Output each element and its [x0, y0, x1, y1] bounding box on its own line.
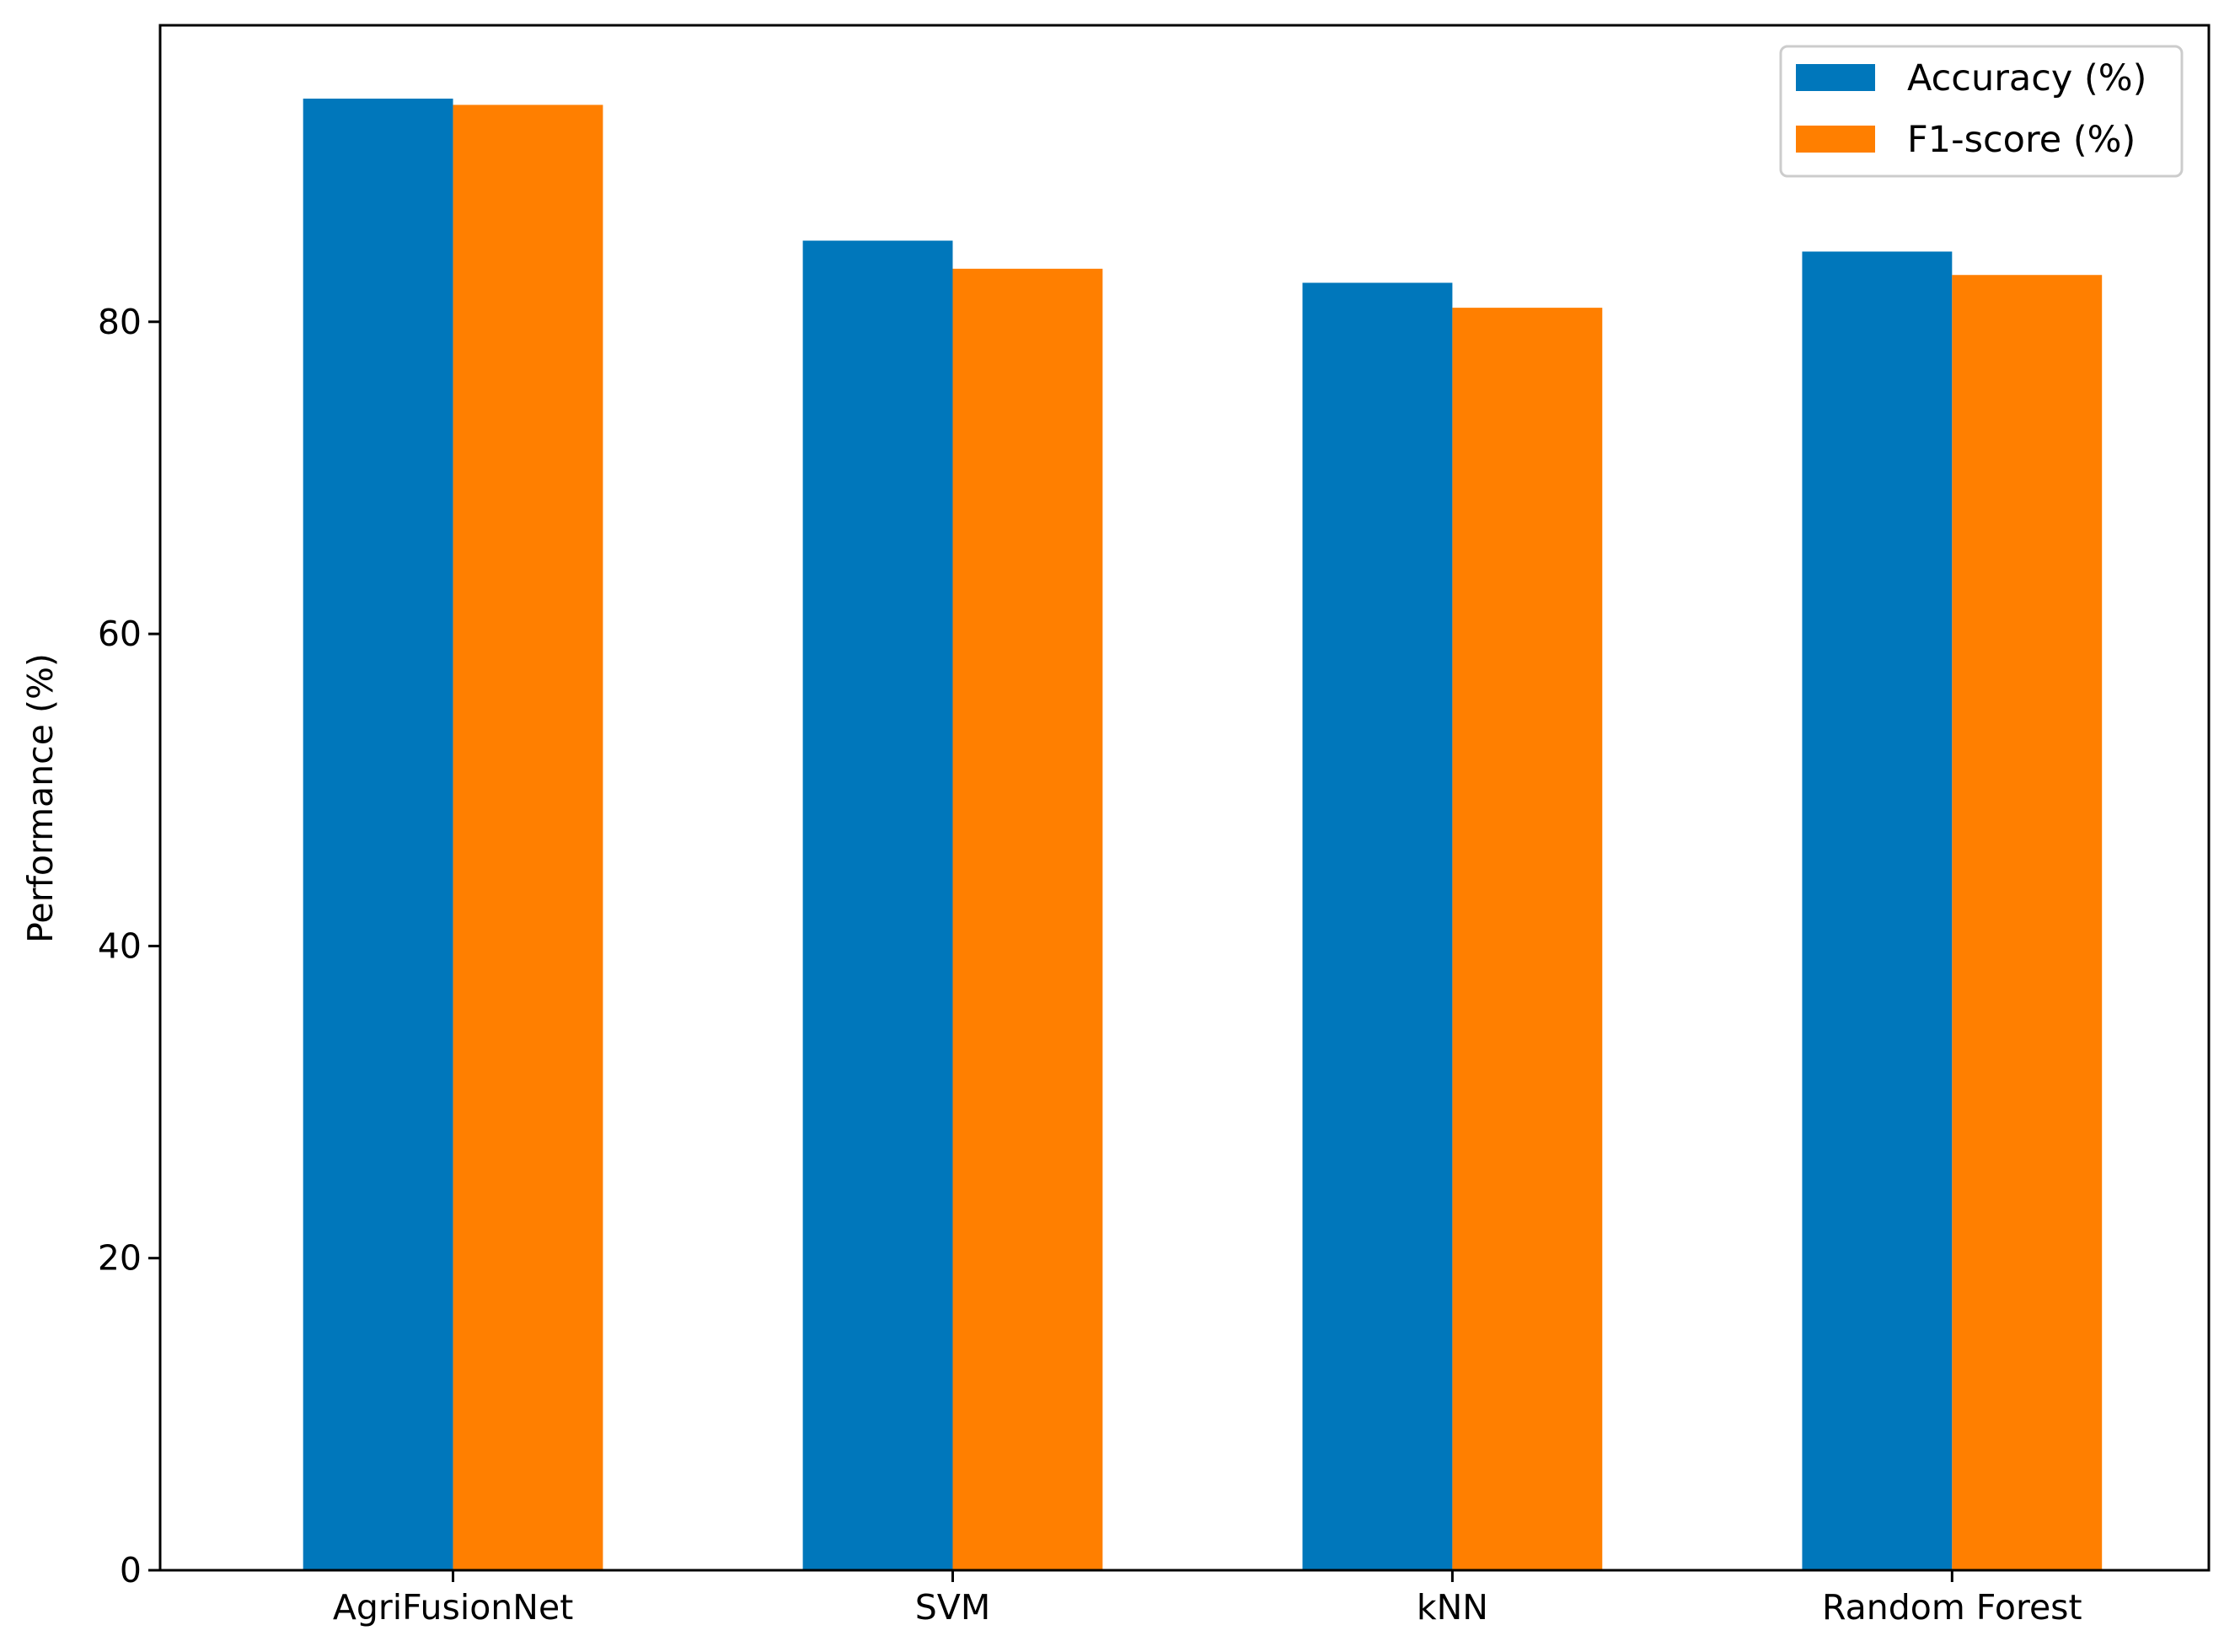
- x-tick-label: kNN: [1417, 1587, 1488, 1628]
- bars-group: [303, 99, 2103, 1571]
- y-axis-title: Performance (%): [20, 653, 61, 943]
- y-tick-label: 40: [98, 925, 142, 966]
- bar-accuracy-svm: [802, 240, 953, 1571]
- y-tick-label: 60: [98, 614, 142, 654]
- bar-f1-score-svm: [952, 268, 1103, 1570]
- legend: Accuracy (%) F1-score (%): [1779, 45, 2184, 178]
- legend-swatch: [1796, 126, 1875, 153]
- legend-swatch: [1796, 64, 1875, 91]
- x-tick-label: SVM: [915, 1587, 990, 1628]
- legend-label: F1-score (%): [1907, 119, 2136, 161]
- x-axis: AgriFusionNet SVM kNN Random Forest: [333, 1570, 2082, 1628]
- y-axis: 0 20 40 60 80: [98, 302, 160, 1590]
- legend-box: [1779, 45, 2184, 178]
- plot-frame: [158, 24, 2211, 1572]
- x-tick-label: Random Forest: [1822, 1587, 2082, 1628]
- bar-accuracy-knn: [1302, 282, 1453, 1570]
- bar-f1-score-agrifusionnet: [453, 105, 603, 1571]
- legend-label: Accuracy (%): [1907, 57, 2146, 99]
- y-tick-label: 80: [98, 302, 142, 342]
- y-tick-label: 0: [120, 1550, 142, 1590]
- bar-f1-score-random-forest: [1952, 275, 2103, 1570]
- bar-f1-score-knn: [1452, 308, 1603, 1570]
- bar-accuracy-random-forest: [1802, 251, 1953, 1570]
- x-tick-label: AgriFusionNet: [333, 1587, 573, 1628]
- y-tick-label: 20: [98, 1238, 142, 1279]
- bar-accuracy-agrifusionnet: [303, 99, 453, 1570]
